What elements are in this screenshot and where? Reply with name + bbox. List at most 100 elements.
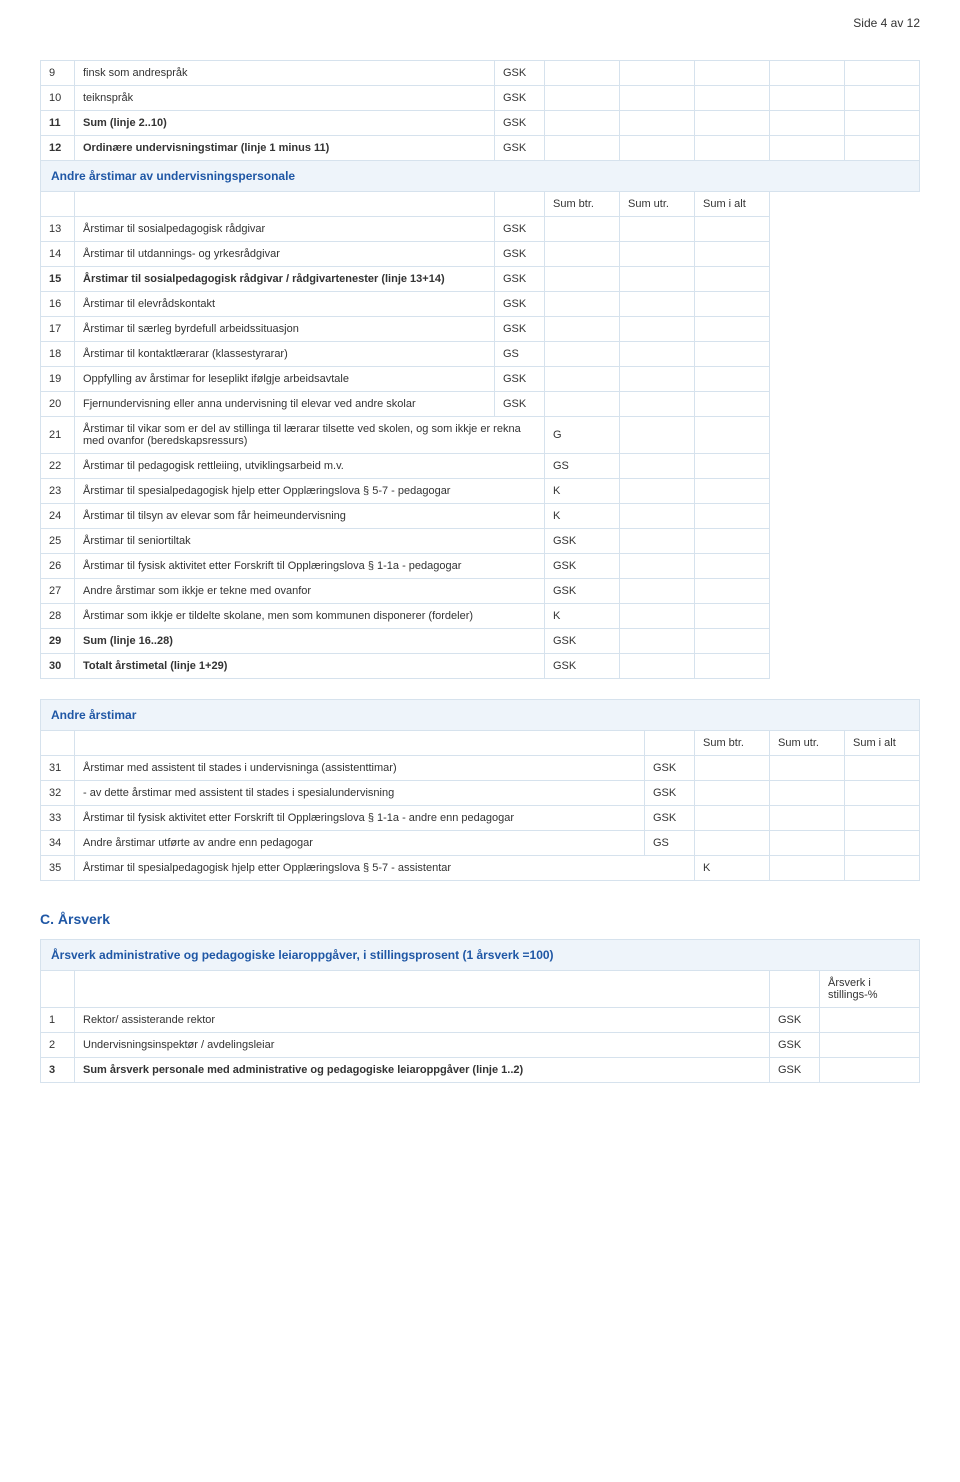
row-num: 2 xyxy=(41,1033,75,1058)
row-num: 3 xyxy=(41,1058,75,1083)
row-num: 30 xyxy=(41,654,75,679)
table-row: 31Årstimar med assistent til stades i un… xyxy=(41,756,920,781)
row-code: GSK xyxy=(495,217,545,242)
row-code: GSK xyxy=(545,579,620,604)
row-code: G xyxy=(545,417,620,454)
value-cell xyxy=(695,504,770,529)
row-num: 1 xyxy=(41,1008,75,1033)
value-cell xyxy=(845,756,920,781)
row-num: 22 xyxy=(41,454,75,479)
row-desc: Årstimar til fysisk aktivitet etter Fors… xyxy=(75,554,545,579)
value-cell xyxy=(845,831,920,856)
row-code: GS xyxy=(645,831,695,856)
row-desc: Årstimar med assistent til stades i unde… xyxy=(75,756,645,781)
value-cell xyxy=(545,317,620,342)
row-code: GSK xyxy=(495,392,545,417)
table-row: 25Årstimar til seniortiltakGSK xyxy=(41,529,920,554)
table-row: 11Sum (linje 2..10)GSK xyxy=(41,111,920,136)
row-code: K xyxy=(545,604,620,629)
value-cell xyxy=(820,1058,920,1083)
row-code: GSK xyxy=(495,111,545,136)
andre-arstimar-table: Andre årstimar Sum btr. Sum utr. Sum i a… xyxy=(40,699,920,881)
table-row: 22Årstimar til pedagogisk rettleiing, ut… xyxy=(41,454,920,479)
value-cell xyxy=(695,317,770,342)
row-num: 32 xyxy=(41,781,75,806)
value-cell xyxy=(620,417,695,454)
row-code: GSK xyxy=(495,61,545,86)
table-row: 17Årstimar til særleg byrdefull arbeidss… xyxy=(41,317,920,342)
row-desc: - av dette årstimar med assistent til st… xyxy=(75,781,645,806)
row-code: GSK xyxy=(495,136,545,161)
value-cell xyxy=(620,479,695,504)
table-row: 2Undervisningsinspektør / avdelingsleiar… xyxy=(41,1033,920,1058)
row-code: GSK xyxy=(495,317,545,342)
value-cell xyxy=(620,454,695,479)
section-header-arsverk: Årsverk administrative og pedagogiske le… xyxy=(41,940,920,971)
page-number: Side 4 av 12 xyxy=(40,16,920,30)
table-row: 19Oppfylling av årstimar for leseplikt i… xyxy=(41,367,920,392)
value-cell xyxy=(545,292,620,317)
row-code: GSK xyxy=(770,1033,820,1058)
table-row: 15Årstimar til sosialpedagogisk rådgivar… xyxy=(41,267,920,292)
value-cell xyxy=(770,806,845,831)
table-row: 13Årstimar til sosialpedagogisk rådgivar… xyxy=(41,217,920,242)
row-code: K xyxy=(545,504,620,529)
row-desc: Sum (linje 16..28) xyxy=(75,629,545,654)
value-cell xyxy=(770,61,845,86)
col-sum-ialt: Sum i alt xyxy=(695,192,770,217)
value-cell xyxy=(845,61,920,86)
value-cell xyxy=(620,554,695,579)
value-cell xyxy=(620,292,695,317)
value-cell xyxy=(770,111,845,136)
section-c-title: C. Årsverk xyxy=(40,911,920,927)
col-arsverk: Årsverk i stillings-% xyxy=(820,971,920,1008)
row-num: 13 xyxy=(41,217,75,242)
row-desc: Sum årsverk personale med administrative… xyxy=(75,1058,770,1083)
value-cell xyxy=(620,267,695,292)
row-num: 35 xyxy=(41,856,75,881)
row-num: 17 xyxy=(41,317,75,342)
row-num: 20 xyxy=(41,392,75,417)
value-cell xyxy=(770,856,845,881)
row-num: 16 xyxy=(41,292,75,317)
value-cell xyxy=(695,267,770,292)
value-cell xyxy=(695,604,770,629)
value-cell xyxy=(695,806,770,831)
row-code: GSK xyxy=(645,806,695,831)
value-cell xyxy=(620,604,695,629)
value-cell xyxy=(695,61,770,86)
value-cell xyxy=(620,217,695,242)
table-row: 20Fjernundervisning eller anna undervisn… xyxy=(41,392,920,417)
value-cell xyxy=(695,417,770,454)
value-cell xyxy=(695,86,770,111)
table-row: 32- av dette årstimar med assistent til … xyxy=(41,781,920,806)
row-code: GSK xyxy=(495,367,545,392)
table-row: 9finsk som andrespråkGSK xyxy=(41,61,920,86)
value-cell xyxy=(620,529,695,554)
value-cell xyxy=(545,267,620,292)
col-sum-utr: Sum utr. xyxy=(770,731,845,756)
value-cell xyxy=(620,136,695,161)
value-cell xyxy=(770,136,845,161)
value-cell xyxy=(695,654,770,679)
table-row: 33Årstimar til fysisk aktivitet etter Fo… xyxy=(41,806,920,831)
value-cell xyxy=(695,831,770,856)
value-cell xyxy=(820,1033,920,1058)
row-num: 11 xyxy=(41,111,75,136)
value-cell xyxy=(545,136,620,161)
table-row: 3Sum årsverk personale med administrativ… xyxy=(41,1058,920,1083)
value-cell xyxy=(620,654,695,679)
row-code: GS xyxy=(495,342,545,367)
value-cell xyxy=(545,111,620,136)
value-cell xyxy=(620,242,695,267)
table-row: 28Årstimar som ikkje er tildelte skolane… xyxy=(41,604,920,629)
row-code: GSK xyxy=(495,86,545,111)
row-code: GSK xyxy=(495,267,545,292)
table-row: 10teiknspråkGSK xyxy=(41,86,920,111)
row-desc: Årstimar til fysisk aktivitet etter Fors… xyxy=(75,806,645,831)
row-desc: Årstimar til elevrådskontakt xyxy=(75,292,495,317)
blank-cell xyxy=(75,192,495,217)
section-header-andre-arstimar: Andre årstimar xyxy=(41,700,920,731)
blank-cell xyxy=(645,731,695,756)
table-row: 35Årstimar til spesialpedagogisk hjelp e… xyxy=(41,856,920,881)
